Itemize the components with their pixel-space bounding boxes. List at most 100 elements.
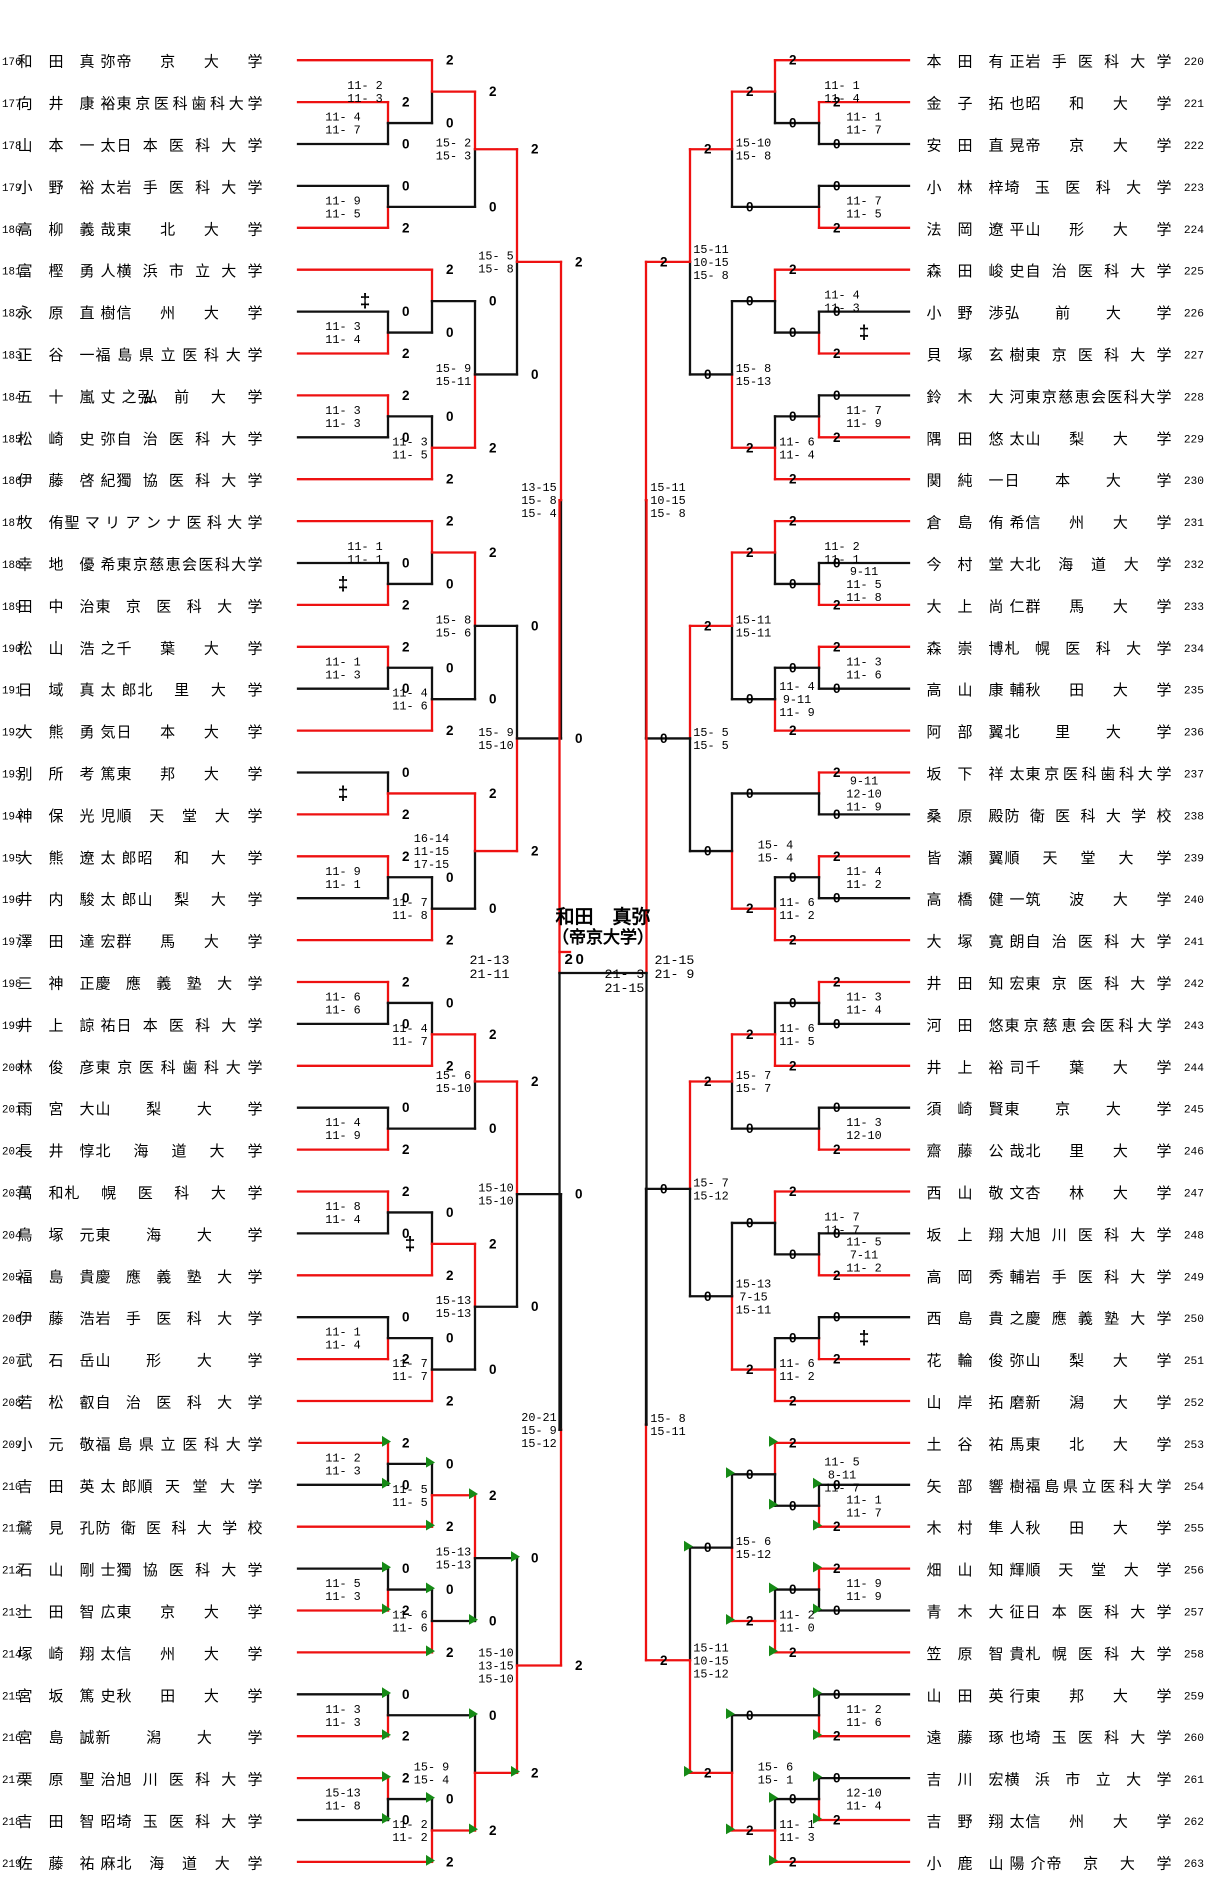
svg-text:本: 本 bbox=[143, 138, 158, 155]
svg-text:0: 0 bbox=[446, 576, 454, 591]
svg-text:11- 9: 11- 9 bbox=[325, 194, 360, 208]
svg-text:246: 246 bbox=[1184, 1147, 1204, 1159]
svg-text:2: 2 bbox=[489, 1027, 497, 1042]
svg-text:惇: 惇 bbox=[79, 1142, 94, 1160]
svg-text:潟: 潟 bbox=[1069, 1395, 1084, 1412]
svg-text:0: 0 bbox=[746, 1708, 754, 1723]
svg-text:科: 科 bbox=[1104, 1269, 1119, 1286]
svg-text:松: 松 bbox=[17, 640, 32, 657]
svg-text:医: 医 bbox=[1078, 1227, 1093, 1244]
svg-text:医: 医 bbox=[1099, 1017, 1114, 1034]
svg-text:‡: ‡ bbox=[360, 291, 371, 312]
svg-text:東: 東 bbox=[1025, 389, 1040, 406]
svg-text:15- 5: 15- 5 bbox=[478, 249, 513, 263]
svg-text:敬: 敬 bbox=[988, 1185, 1003, 1202]
svg-text:野: 野 bbox=[957, 305, 972, 322]
svg-text:学: 学 bbox=[247, 682, 262, 699]
svg-text:学: 学 bbox=[247, 766, 262, 783]
svg-text:坂: 坂 bbox=[926, 1227, 941, 1244]
svg-text:安: 安 bbox=[926, 138, 941, 155]
svg-text:医: 医 bbox=[1078, 1730, 1093, 1747]
svg-text:鈴: 鈴 bbox=[926, 389, 941, 406]
svg-text:立: 立 bbox=[1082, 1478, 1097, 1495]
svg-text:学: 学 bbox=[247, 640, 262, 657]
svg-text:11- 3: 11- 3 bbox=[325, 1716, 360, 1730]
svg-text:玉: 玉 bbox=[143, 1814, 158, 1831]
svg-text:21-13: 21-13 bbox=[470, 953, 510, 968]
svg-text:岡: 岡 bbox=[957, 1269, 972, 1286]
svg-text:0: 0 bbox=[489, 901, 497, 916]
svg-text:考: 考 bbox=[79, 766, 94, 783]
svg-text:大: 大 bbox=[197, 1353, 212, 1370]
svg-text:学: 学 bbox=[1156, 138, 1171, 155]
svg-text:石: 石 bbox=[48, 1353, 63, 1370]
svg-text:科: 科 bbox=[1104, 934, 1119, 951]
svg-text:弥: 弥 bbox=[1009, 1352, 1024, 1370]
svg-text:見: 見 bbox=[48, 1520, 63, 1537]
svg-text:0: 0 bbox=[789, 870, 797, 885]
svg-text:2: 2 bbox=[746, 1613, 754, 1628]
svg-text:科: 科 bbox=[1096, 179, 1111, 196]
svg-text:桑: 桑 bbox=[926, 808, 941, 825]
svg-text:治: 治 bbox=[100, 1772, 115, 1789]
svg-text:科: 科 bbox=[1104, 263, 1119, 280]
svg-text:大: 大 bbox=[1124, 557, 1139, 574]
svg-text:学: 学 bbox=[1156, 1855, 1171, 1872]
svg-text:立: 立 bbox=[161, 347, 176, 364]
svg-text:11- 6: 11- 6 bbox=[325, 990, 360, 1004]
svg-text:東: 東 bbox=[95, 1059, 110, 1076]
svg-text:藤: 藤 bbox=[957, 1730, 972, 1747]
svg-text:太: 太 bbox=[1009, 1814, 1024, 1831]
svg-text:245: 245 bbox=[1184, 1105, 1204, 1117]
svg-text:大: 大 bbox=[204, 1688, 219, 1705]
svg-text:学: 学 bbox=[247, 305, 262, 322]
svg-text:雨: 雨 bbox=[17, 1101, 32, 1118]
svg-text:慶: 慶 bbox=[1025, 1311, 1040, 1328]
svg-text:252: 252 bbox=[1184, 1398, 1204, 1410]
svg-text:大: 大 bbox=[17, 850, 32, 867]
svg-text:小: 小 bbox=[926, 179, 941, 196]
svg-text:東: 東 bbox=[1025, 1436, 1040, 1453]
svg-text:日: 日 bbox=[17, 682, 32, 699]
svg-text:15- 9: 15- 9 bbox=[478, 726, 513, 740]
svg-text:邦: 邦 bbox=[1069, 1688, 1084, 1705]
svg-text:宮: 宮 bbox=[17, 1688, 32, 1705]
svg-text:高: 高 bbox=[926, 892, 941, 909]
svg-text:2: 2 bbox=[489, 1236, 497, 1251]
svg-text:伊: 伊 bbox=[17, 473, 32, 490]
svg-text:15- 7: 15- 7 bbox=[693, 1176, 728, 1190]
svg-text:大: 大 bbox=[1106, 1101, 1121, 1118]
svg-text:11- 3: 11- 3 bbox=[392, 435, 427, 449]
svg-text:青: 青 bbox=[926, 1604, 941, 1621]
svg-text:大: 大 bbox=[1130, 1269, 1145, 1286]
svg-text:10-15: 10-15 bbox=[650, 494, 685, 508]
svg-text:11- 6: 11- 6 bbox=[325, 1003, 360, 1017]
svg-text:林: 林 bbox=[17, 1059, 32, 1076]
svg-text:祐: 祐 bbox=[79, 1855, 94, 1872]
svg-text:9-11: 9-11 bbox=[850, 565, 878, 579]
svg-text:大: 大 bbox=[211, 850, 226, 867]
svg-text:科: 科 bbox=[1104, 347, 1119, 364]
svg-text:太: 太 bbox=[100, 850, 115, 867]
svg-text:0: 0 bbox=[704, 1540, 712, 1555]
svg-text:15- 8: 15- 8 bbox=[478, 262, 513, 276]
svg-text:大: 大 bbox=[197, 1730, 212, 1747]
svg-text:医: 医 bbox=[1078, 976, 1093, 993]
svg-text:木: 木 bbox=[957, 389, 972, 406]
svg-text:0: 0 bbox=[746, 1215, 754, 1230]
svg-text:法: 法 bbox=[926, 221, 941, 238]
svg-text:255: 255 bbox=[1184, 1524, 1204, 1536]
svg-text:2: 2 bbox=[789, 933, 797, 948]
svg-text:道: 道 bbox=[182, 1855, 197, 1872]
svg-text:学: 学 bbox=[1156, 1562, 1171, 1579]
svg-text:21- 9: 21- 9 bbox=[655, 967, 695, 982]
svg-text:大: 大 bbox=[197, 1520, 212, 1537]
svg-text:大: 大 bbox=[1106, 305, 1121, 322]
svg-text:矢: 矢 bbox=[926, 1478, 941, 1495]
svg-text:0: 0 bbox=[446, 1456, 454, 1471]
svg-text:郎: 郎 bbox=[121, 892, 136, 909]
svg-text:学: 学 bbox=[247, 138, 262, 155]
svg-text:11- 4: 11- 4 bbox=[824, 92, 859, 106]
svg-text:葉: 葉 bbox=[160, 640, 175, 657]
svg-text:大: 大 bbox=[1113, 682, 1128, 699]
